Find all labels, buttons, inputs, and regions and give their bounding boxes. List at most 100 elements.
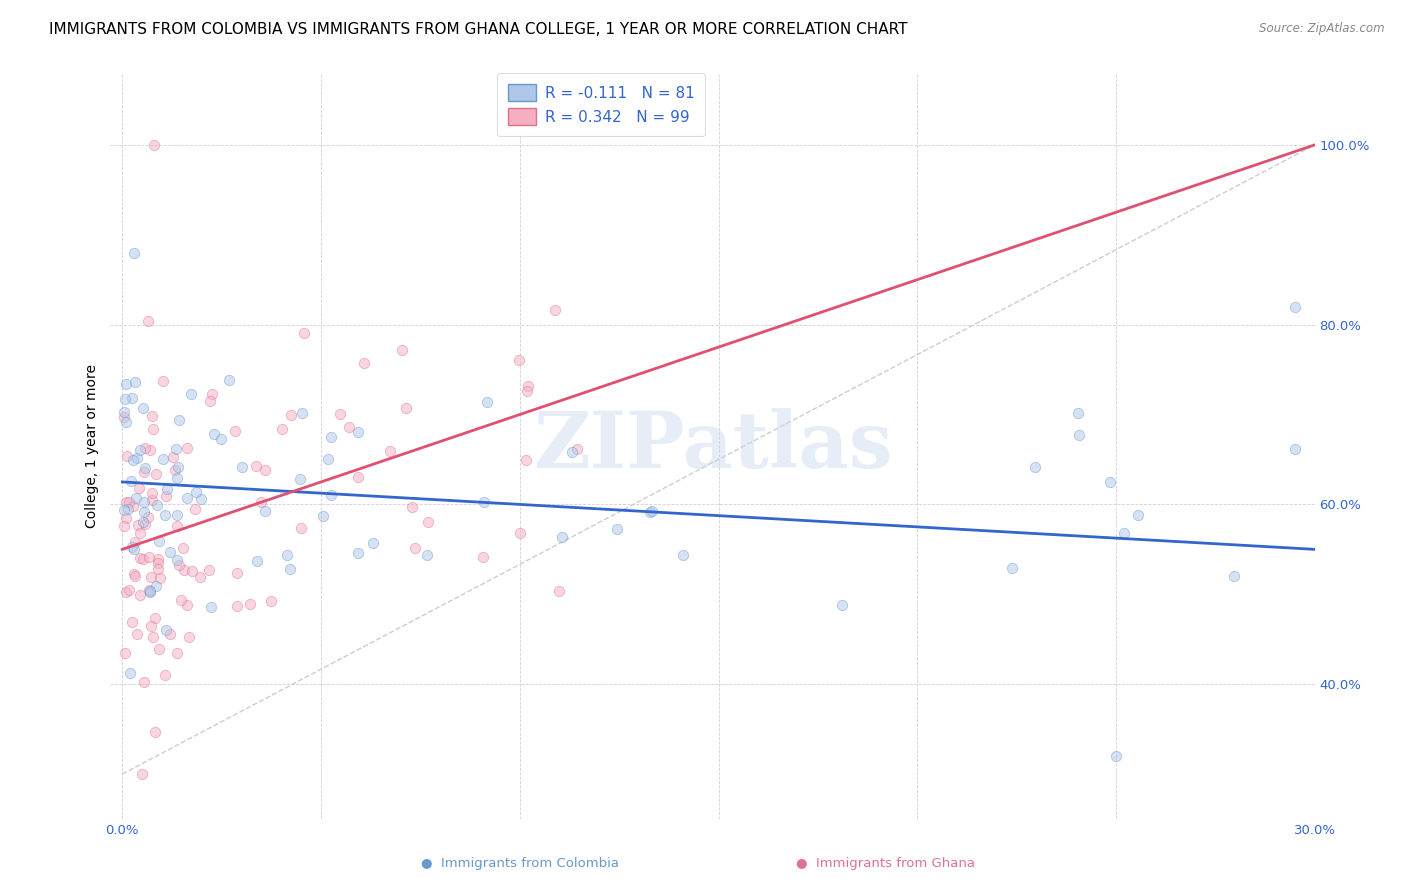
Point (1284, 442, 1306, 456)
Point (166, 470, 188, 484)
Point (516, 379, 538, 393)
Point (1112, 526, 1135, 541)
Y-axis label: College, 1 year or more: College, 1 year or more (86, 364, 100, 528)
Legend: R = -0.111   N = 81, R = 0.342   N = 99: R = -0.111 N = 81, R = 0.342 N = 99 (498, 73, 706, 136)
Point (122, 453, 145, 467)
Point (166, 519, 188, 533)
Point (337, 420, 360, 434)
Point (329, 407, 352, 421)
Point (395, 401, 418, 416)
Text: ●  Immigrants from Colombia: ● Immigrants from Colombia (422, 856, 619, 870)
Point (319, 488, 342, 502)
Point (134, 441, 156, 455)
Point (515, 452, 537, 467)
Point (1024, 460, 1046, 475)
Point (131, 767, 153, 781)
Point (166, 646, 188, 660)
Point (145, 724, 167, 739)
Point (184, 484, 207, 499)
Point (226, 599, 249, 613)
Point (181, 565, 204, 579)
Point (134, 674, 156, 689)
Point (138, 549, 160, 564)
Point (155, 489, 177, 503)
Point (224, 424, 246, 438)
Point (142, 630, 165, 644)
Point (245, 459, 267, 474)
Text: IMMIGRANTS FROM COLOMBIA VS IMMIGRANTS FROM GHANA COLLEGE, 1 YEAR OR MORE CORREL: IMMIGRANTS FROM COLOMBIA VS IMMIGRANTS F… (49, 22, 908, 37)
Point (167, 459, 190, 474)
Point (166, 552, 188, 566)
Point (1126, 508, 1149, 522)
Point (225, 566, 247, 581)
Point (134, 517, 156, 532)
Point (173, 563, 195, 577)
Point (1099, 475, 1122, 490)
Point (146, 562, 169, 576)
Point (321, 429, 343, 443)
Point (121, 391, 143, 405)
Point (132, 465, 155, 479)
Point (141, 493, 163, 508)
Point (124, 535, 146, 549)
Point (152, 452, 174, 467)
Point (312, 508, 335, 523)
Point (146, 557, 169, 571)
Point (152, 374, 174, 388)
Point (201, 386, 224, 401)
Point (200, 600, 222, 615)
Point (112, 405, 135, 419)
Point (254, 463, 277, 477)
Point (472, 549, 495, 564)
Point (138, 582, 160, 597)
Point (132, 552, 155, 566)
Point (148, 533, 170, 548)
Point (198, 563, 221, 577)
Point (290, 521, 312, 535)
Text: ●  Immigrants from Ghana: ● Immigrants from Ghana (796, 856, 976, 870)
Point (127, 517, 149, 532)
Point (115, 376, 138, 391)
Point (120, 474, 142, 488)
Point (218, 373, 240, 387)
Point (288, 472, 311, 486)
Point (122, 499, 145, 513)
Point (139, 570, 162, 584)
Point (249, 495, 271, 509)
Point (143, 137, 166, 152)
Point (638, 505, 661, 519)
Point (129, 550, 152, 565)
Point (141, 485, 163, 500)
Point (132, 401, 155, 416)
Point (166, 508, 188, 522)
Point (132, 494, 155, 508)
Point (132, 515, 155, 529)
Point (391, 343, 413, 358)
Point (165, 463, 187, 477)
Point (291, 406, 314, 420)
Point (672, 548, 695, 562)
Point (167, 558, 190, 573)
Point (129, 588, 152, 602)
Point (561, 445, 583, 459)
Point (401, 500, 423, 514)
Point (180, 387, 202, 401)
Point (246, 554, 269, 568)
Point (475, 395, 498, 409)
Point (260, 594, 283, 608)
Point (176, 442, 198, 456)
Point (124, 375, 146, 389)
Point (231, 460, 253, 475)
Point (136, 314, 159, 328)
Point (112, 503, 135, 517)
Point (361, 536, 384, 550)
Point (145, 467, 167, 481)
Point (114, 392, 136, 406)
Point (141, 409, 163, 423)
Point (117, 501, 139, 516)
Point (121, 540, 143, 554)
Point (125, 451, 148, 466)
Point (316, 452, 339, 467)
Point (516, 384, 538, 399)
Point (162, 450, 184, 464)
